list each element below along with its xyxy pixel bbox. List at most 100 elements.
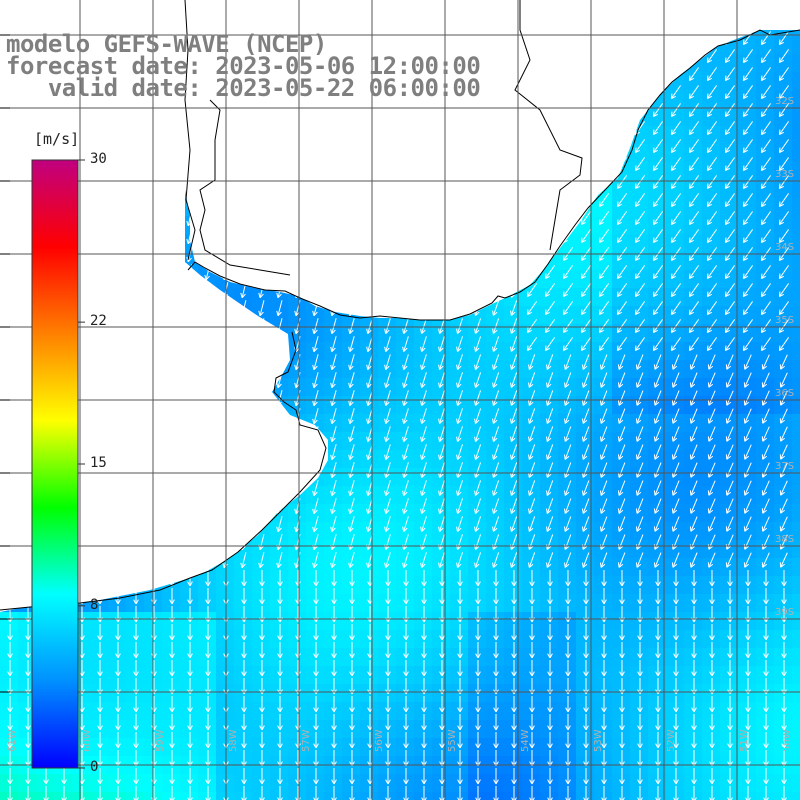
wind-speed-cell: [792, 108, 800, 127]
lat-label: 33S: [775, 169, 794, 180]
lat-label: 39S: [775, 607, 794, 618]
wind-speed-cell: [738, 792, 757, 800]
wind-speed-cell: [324, 378, 343, 397]
wind-speed-cell: [342, 792, 361, 800]
wind-speed-cell: [324, 792, 343, 800]
wind-speed-cell: [252, 288, 271, 307]
wind-speed-cell: [324, 342, 343, 361]
wind-speed-cell: [360, 522, 379, 541]
wind-speed-cell: [792, 738, 800, 757]
wind-speed-cell: [108, 792, 127, 800]
wind-speed-cell: [288, 396, 307, 415]
colorbar-tick-label: 22: [90, 313, 107, 330]
colorbar-gradient: [31, 159, 79, 769]
wind-speed-cell: [324, 360, 343, 379]
wind-speed-cell: [792, 198, 800, 217]
wind-speed-cell: [324, 468, 343, 487]
wind-speed-cell: [792, 414, 800, 433]
wind-speed-cell: [306, 396, 325, 415]
wind-speed-cell: [576, 792, 595, 800]
colorbar-ticks: [78, 159, 85, 769]
wind-speed-cell: [342, 486, 361, 505]
wind-speed-cell: [792, 666, 800, 685]
wind-speed-cell: [684, 792, 703, 800]
wind-speed-cell: [594, 792, 613, 800]
wind-speed-cell: [270, 558, 289, 577]
wind-speed-cell: [774, 792, 793, 800]
wind-speed-cell: [792, 504, 800, 523]
wind-speed-cell: [324, 558, 343, 577]
wind-speed-cell: [234, 288, 253, 307]
wind-speed-cell: [360, 342, 379, 361]
lon-label: 58W: [228, 729, 239, 752]
wind-speed-cell: [792, 126, 800, 145]
lon-label: 54W: [520, 729, 531, 752]
wind-speed-cell: [630, 792, 649, 800]
wind-speed-cell: [0, 792, 19, 800]
wind-speed-cell: [288, 504, 307, 523]
lon-label: 59W: [155, 729, 166, 752]
wind-speed-cell: [360, 792, 379, 800]
wind-speed-cell: [342, 540, 361, 559]
wind-speed-cell: [792, 288, 800, 307]
wind-speed-cell: [702, 792, 721, 800]
wind-speed-cell: [288, 792, 307, 800]
wind-speed-cell: [342, 468, 361, 487]
lat-label: 36S: [775, 388, 794, 399]
wind-speed-cell: [360, 450, 379, 469]
lat-label: 38S: [775, 534, 794, 545]
wind-speed-cell: [378, 792, 397, 800]
wind-speed-cell: [792, 72, 800, 91]
wind-speed-cell: [792, 270, 800, 289]
colorbar-tick-label: 30: [90, 151, 107, 167]
wind-speed-cell: [180, 792, 199, 800]
wind-speed-cell: [360, 558, 379, 577]
wind-speed-cell: [306, 486, 325, 505]
wind-speed-cell: [306, 378, 325, 397]
lon-label: 55W: [447, 729, 458, 752]
wind-speed-cell: [288, 378, 307, 397]
wind-speed-cell: [288, 306, 307, 325]
wind-speed-cell: [198, 792, 217, 800]
wind-speed-cell: [72, 792, 91, 800]
lat-label: 34S: [775, 242, 794, 253]
wind-speed-cell: [792, 36, 800, 55]
wind-speed-cell: [342, 360, 361, 379]
lon-label: 61W: [7, 729, 18, 752]
wind-speed-cell: [612, 792, 631, 800]
title-valid-date: valid date: 2023-05-22 06:00:00: [6, 74, 481, 102]
wind-speed-cell: [216, 792, 235, 800]
wind-speed-cell: [792, 216, 800, 235]
wind-speed-cell: [522, 792, 541, 800]
lon-label: 53W: [593, 729, 604, 752]
wind-speed-cell: [468, 792, 487, 800]
wind-speed-cell: [792, 684, 800, 703]
wind-speed-cell: [342, 342, 361, 361]
wind-speed-cell: [18, 792, 37, 800]
wind-speed-cell: [792, 342, 800, 361]
wind-speed-cell: [252, 540, 271, 559]
wind-speed-cell: [360, 504, 379, 523]
wind-speed-cell: [792, 558, 800, 577]
wind-speed-cell: [486, 792, 505, 800]
wind-speed-cell: [270, 522, 289, 541]
wind-speed-cell: [306, 522, 325, 541]
wind-speed-cell: [306, 306, 325, 325]
wind-speed-cell: [792, 486, 800, 505]
wind-speed-cell: [126, 792, 145, 800]
wind-speed-cell: [792, 576, 800, 595]
wind-speed-cell: [234, 792, 253, 800]
wind-speed-cell: [360, 486, 379, 505]
wind-speed-cell: [792, 54, 800, 73]
wind-speed-cell: [306, 360, 325, 379]
wind-speed-cell: [792, 144, 800, 163]
lon-label: 57W: [301, 729, 312, 752]
wind-speed-cell: [414, 792, 433, 800]
wind-speed-cell: [342, 522, 361, 541]
wind-speed-cell: [360, 360, 379, 379]
wind-speed-cell: [288, 342, 307, 361]
wind-speed-cell: [288, 522, 307, 541]
wind-speed-cell: [792, 720, 800, 739]
wind-speed-cell: [252, 792, 271, 800]
wind-speed-cell: [342, 396, 361, 415]
